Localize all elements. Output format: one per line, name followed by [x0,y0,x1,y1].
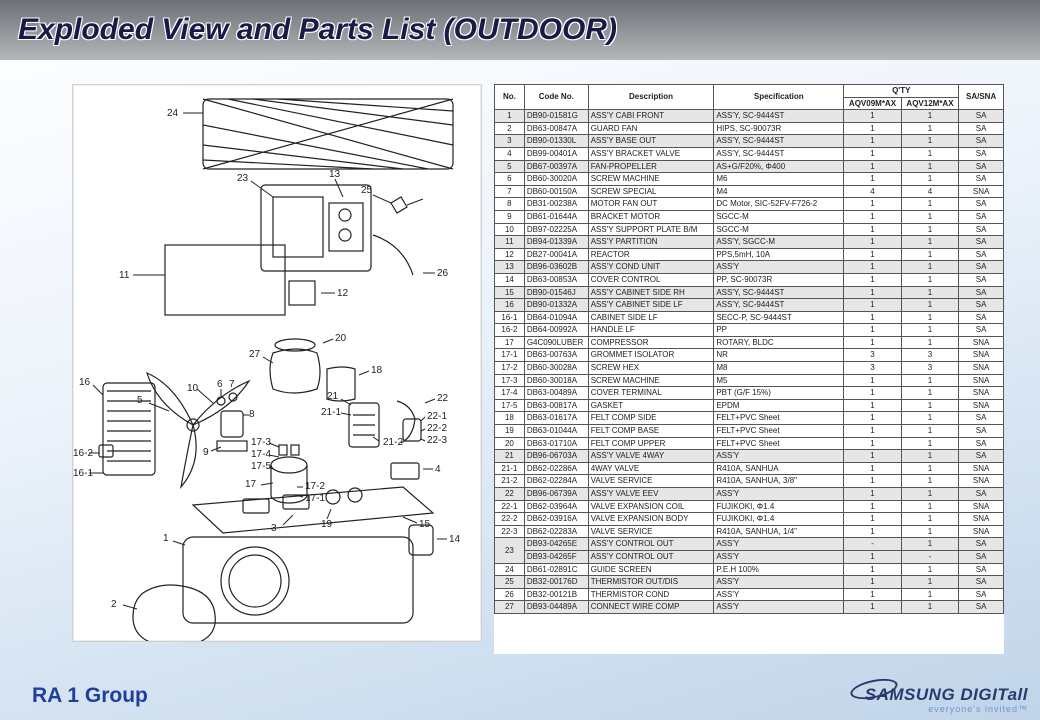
footer-group-label: RA 1 Group [32,684,148,708]
svg-text:22: 22 [437,393,449,404]
table-row: 26DB32-00121BTHERMISTOR CONDASS'Y11SA [495,588,1004,601]
table-row: 17G4C090LUBERCOMPRESSORROTARY, BLDC11SNA [495,336,1004,349]
svg-text:7: 7 [229,379,235,390]
col-header: SA/SNA [959,85,1004,110]
svg-text:27: 27 [249,349,261,360]
table-row: 5DB67-00397AFAN-PROPELLERAS+G/F20%, Φ400… [495,160,1004,173]
table-row: 9DB61-01644ABRACKET MOTORSGCC-M11SA [495,210,1004,223]
svg-text:5: 5 [137,395,143,406]
table-row: 22-3DB62-02283AVALVE SERVICER410A, SANHU… [495,525,1004,538]
svg-text:26: 26 [437,268,449,279]
col-subheader: AQV09M*AX [844,97,902,110]
svg-text:12: 12 [337,288,349,299]
table-row: 23DB93-04265EASS'Y CONTROL OUTASS'Y-1SA [495,538,1004,551]
table-row: 21-2DB62-02284AVALVE SERVICER410A, SANHU… [495,475,1004,488]
svg-text:20: 20 [335,333,347,344]
table-row: 2DB63-00847AGUARD FANHIPS, SC-90073R11SA [495,122,1004,135]
page-title: Exploded View and Parts List (OUTDOOR) [18,13,617,47]
parts-table: No.Code No.DescriptionSpecificationQ'TYS… [494,84,1004,614]
svg-text:22-2: 22-2 [427,423,447,434]
brand-tagline: everyone's invited™ [850,705,1028,714]
table-row: 17-5DB63-00817AGASKETEPDM11SNA [495,399,1004,412]
table-row: 21-1DB62-02286A4WAY VALVER410A, SANHUA11… [495,462,1004,475]
svg-text:4: 4 [435,464,441,475]
brand-logo: SAMSUNG DIGITall everyone's invited™ [850,684,1028,714]
table-row: 15DB90-01546JASS'Y CABINET SIDE RHASS'Y,… [495,286,1004,299]
table-row: 22-1DB62-03964AVALVE EXPANSION COILFUJIK… [495,500,1004,513]
svg-text:21: 21 [327,391,339,402]
svg-text:25: 25 [361,185,373,196]
table-row: 22DB96-06739AASS'Y VALVE EEVASS'Y11SA [495,488,1004,501]
parts-table-wrap: No.Code No.DescriptionSpecificationQ'TYS… [494,84,1004,654]
svg-text:17: 17 [245,479,257,490]
svg-text:22-3: 22-3 [427,435,447,446]
col-header: Code No. [524,85,588,110]
svg-text:19: 19 [321,519,333,530]
table-row: 16DB90-01332AASS'Y CABINET SIDE LFASS'Y,… [495,299,1004,312]
table-row: 6DB60-30020ASCREW MACHINEM611SA [495,173,1004,186]
table-row: 20DB63-01710AFELT COMP UPPERFELT+PVC She… [495,437,1004,450]
table-row: 17-1DB63-00763AGROMMET ISOLATORNR33SNA [495,349,1004,362]
col-header: Description [588,85,714,110]
table-row: 22-2DB62-03916AVALVE EXPANSION BODYFUJIK… [495,513,1004,526]
svg-text:8: 8 [249,409,255,420]
table-row: 24DB61-02891CGUIDE SCREENP.E.H 100%11SA [495,563,1004,576]
svg-text:16-1: 16-1 [73,468,93,479]
table-row: 17-3DB60-30018ASCREW MACHINEM511SNA [495,374,1004,387]
svg-text:18: 18 [371,365,383,376]
svg-text:17-2: 17-2 [305,481,325,492]
svg-text:3: 3 [271,523,277,534]
table-row: 11DB94-01339AASS'Y PARTITIONASS'Y, SGCC-… [495,236,1004,249]
table-row: 3DB90-01330LASS'Y BASE OUTASS'Y, SC-9444… [495,135,1004,148]
svg-text:10: 10 [187,383,199,394]
diagram-svg: 24 23 13 25 26 11 12 [73,85,481,641]
svg-text:23: 23 [237,173,249,184]
svg-text:9: 9 [203,447,209,458]
col-header: Specification [714,85,844,110]
svg-text:21-2: 21-2 [383,437,403,448]
table-row: 7DB60-00150ASCREW SPECIALM444SNA [495,185,1004,198]
col-subheader: AQV12M*AX [901,97,959,110]
svg-text:11: 11 [119,270,130,281]
svg-text:16: 16 [79,377,91,388]
col-header: No. [495,85,525,110]
table-row: 16-2DB64-00992AHANDLE LFPP11SA [495,324,1004,337]
table-row: 10DB97-02225AASS'Y SUPPORT PLATE B/MSGCC… [495,223,1004,236]
page-root: Exploded View and Parts List (OUTDOOR) 2… [0,0,1040,720]
table-row: 17-4DB63-00489ACOVER TERMINALPBT (G/F 15… [495,387,1004,400]
table-row: 25DB32-00176DTHERMISTOR OUT/DISASS'Y11SA [495,576,1004,589]
exploded-diagram: 24 23 13 25 26 11 12 [72,84,482,642]
table-row: 18DB63-01617AFELT COMP SIDEFELT+PVC Shee… [495,412,1004,425]
table-row: 1DB90-01581GASS'Y CABI FRONTASS'Y, SC-94… [495,110,1004,123]
svg-text:14: 14 [449,534,461,545]
svg-text:6: 6 [217,379,223,390]
svg-text:13: 13 [329,169,341,180]
table-row: 8DB31-00238AMOTOR FAN OUTDC Motor, SIC-5… [495,198,1004,211]
table-row: 12DB27-00041AREACTORPPS,5mH, 10A11SA [495,248,1004,261]
table-row: 27DB93-04489ACONNECT WIRE COMPASS'Y11SA [495,601,1004,614]
svg-text:22-1: 22-1 [427,411,447,422]
title-bar: Exploded View and Parts List (OUTDOOR) [0,0,1040,60]
svg-text:24: 24 [167,108,179,119]
table-row: 21DB96-06703AASS'Y VALVE 4WAYASS'Y11SA [495,450,1004,463]
table-row: 19DB63-01044AFELT COMP BASEFELT+PVC Shee… [495,425,1004,438]
table-row: 13DB96-03602BASS'Y COND UNITASS'Y11SA [495,261,1004,274]
table-row: 14DB63-00853ACOVER CONTROLPP, SC-90073R1… [495,273,1004,286]
svg-text:17-3: 17-3 [251,437,271,448]
svg-text:16-2: 16-2 [73,448,93,459]
table-row: 4DB99-00401AASS'Y BRACKET VALVEASS'Y, SC… [495,147,1004,160]
svg-text:1: 1 [163,533,169,544]
svg-text:21-1: 21-1 [321,407,341,418]
svg-text:17-5: 17-5 [251,461,271,472]
col-header-qty: Q'TY [844,85,959,98]
table-row: DB93-04265FASS'Y CONTROL OUTASS'Y1-SA [495,550,1004,563]
svg-text:2: 2 [111,599,117,610]
table-row: 17-2DB60-30028ASCREW HEXM833SNA [495,362,1004,375]
svg-text:17-4: 17-4 [251,449,271,460]
table-row: 16-1DB64-01094ACABINET SIDE LFSECC-P, SC… [495,311,1004,324]
